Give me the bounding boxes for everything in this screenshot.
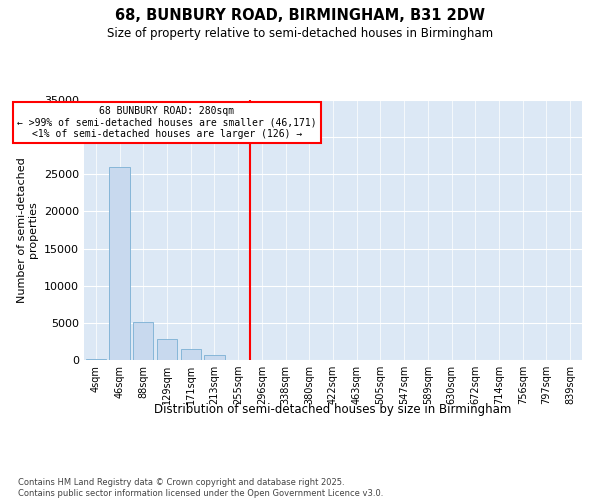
Text: Size of property relative to semi-detached houses in Birmingham: Size of property relative to semi-detach… xyxy=(107,28,493,40)
Text: Distribution of semi-detached houses by size in Birmingham: Distribution of semi-detached houses by … xyxy=(154,402,512,415)
Text: 68 BUNBURY ROAD: 280sqm
← >99% of semi-detached houses are smaller (46,171)
<1% : 68 BUNBURY ROAD: 280sqm ← >99% of semi-d… xyxy=(17,106,317,139)
Bar xyxy=(86,358,106,360)
Bar xyxy=(205,355,224,360)
Text: Contains HM Land Registry data © Crown copyright and database right 2025.
Contai: Contains HM Land Registry data © Crown c… xyxy=(18,478,383,498)
Bar xyxy=(109,167,130,360)
Text: 68, BUNBURY ROAD, BIRMINGHAM, B31 2DW: 68, BUNBURY ROAD, BIRMINGHAM, B31 2DW xyxy=(115,8,485,22)
Bar xyxy=(157,339,177,360)
Y-axis label: Number of semi-detached
properties: Number of semi-detached properties xyxy=(17,157,38,303)
Bar xyxy=(181,349,201,360)
Bar xyxy=(133,322,154,360)
